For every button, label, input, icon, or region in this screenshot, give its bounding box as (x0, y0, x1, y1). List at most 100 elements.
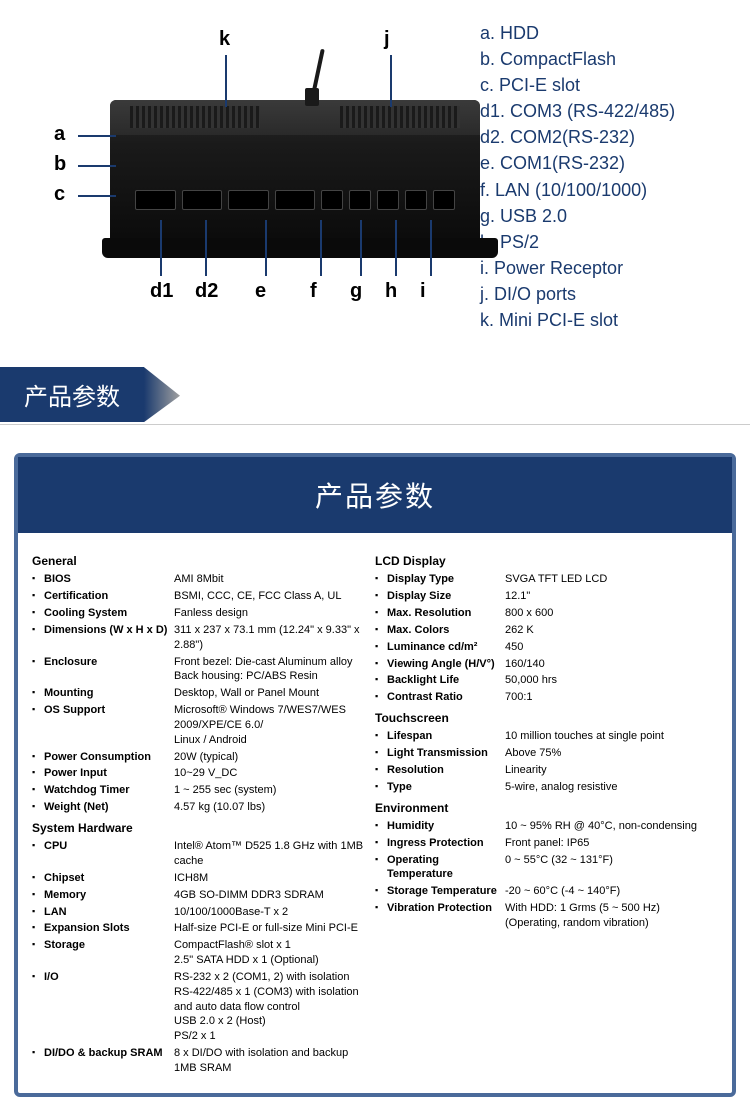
spec-row: Display Size12.1" (375, 588, 718, 605)
spec-label: Viewing Angle (H/V°) (387, 657, 505, 672)
spec-value: Front bezel: Die-cast Aluminum alloyBack… (174, 655, 367, 685)
device-diagram: kjabcd1d2efghi (10, 20, 470, 320)
spec-row: StorageCompactFlash® slot x 12.5" SATA H… (32, 937, 367, 969)
spec-label: DI/DO & backup SRAM (44, 1046, 174, 1076)
legend-item: d1. COM3 (RS-422/485) (480, 98, 740, 124)
legend-item: h. PS/2 (480, 229, 740, 255)
spec-row: Operating Temperature0 ~ 55°C (32 ~ 131°… (375, 852, 718, 884)
spec-value: 1 ~ 255 sec (system) (174, 783, 367, 798)
spec-label: Storage Temperature (387, 884, 505, 899)
spec-value: 160/140 (505, 657, 718, 672)
spec-label: Storage (44, 938, 174, 968)
spec-label: Memory (44, 888, 174, 903)
callout-label: b (54, 153, 66, 176)
spec-row: ResolutionLinearity (375, 762, 718, 779)
spec-row: Ingress ProtectionFront panel: IP65 (375, 835, 718, 852)
spec-label: OS Support (44, 703, 174, 748)
spec-label: Type (387, 780, 505, 795)
callout-label: i (420, 280, 426, 303)
callout-label: d1 (150, 280, 173, 303)
spec-row: Memory4GB SO-DIMM DDR3 SDRAM (32, 887, 367, 904)
spec-box-header: 产品参数 (18, 457, 732, 533)
spec-value: 4.57 kg (10.07 lbs) (174, 800, 367, 815)
spec-row: Weight (Net)4.57 kg (10.07 lbs) (32, 799, 367, 816)
spec-row: CertificationBSMI, CCC, CE, FCC Class A,… (32, 588, 367, 605)
section-title: Touchscreen (375, 710, 718, 726)
spec-label: CPU (44, 839, 174, 869)
spec-value: Above 75% (505, 746, 718, 761)
spec-value: 10 million touches at single point (505, 729, 718, 744)
banner-row: 产品参数 (0, 363, 750, 425)
spec-label: Vibration Protection (387, 901, 505, 931)
callout-label: d2 (195, 280, 218, 303)
spec-label: Max. Resolution (387, 606, 505, 621)
spec-label: Power Input (44, 766, 174, 781)
legend-item: a. HDD (480, 20, 740, 46)
spec-value: ICH8M (174, 871, 367, 886)
spec-row: Type5-wire, analog resistive (375, 779, 718, 796)
spec-row: Backlight Life50,000 hrs (375, 672, 718, 689)
spec-row: Dimensions (W x H x D)311 x 237 x 73.1 m… (32, 622, 367, 654)
spec-label: Chipset (44, 871, 174, 886)
spec-label: Cooling System (44, 606, 174, 621)
spec-value: AMI 8Mbit (174, 572, 367, 587)
spec-label: LAN (44, 905, 174, 920)
callout-label: g (350, 280, 362, 303)
spec-row: Power Consumption20W (typical) (32, 749, 367, 766)
spec-value: Half-size PCI-E or full-size Mini PCI-E (174, 921, 367, 936)
legend-item: d2. COM2(RS-232) (480, 124, 740, 150)
spec-box: 产品参数 GeneralBIOSAMI 8MbitCertificationBS… (14, 453, 736, 1097)
spec-label: Contrast Ratio (387, 690, 505, 705)
spec-row: Lifespan10 million touches at single poi… (375, 728, 718, 745)
legend-item: f. LAN (10/100/1000) (480, 177, 740, 203)
spec-row: Display TypeSVGA TFT LED LCD (375, 571, 718, 588)
spec-value: 450 (505, 640, 718, 655)
spec-row: DI/DO & backup SRAM8 x DI/DO with isolat… (32, 1045, 367, 1077)
spec-row: Watchdog Timer1 ~ 255 sec (system) (32, 782, 367, 799)
spec-value: SVGA TFT LED LCD (505, 572, 718, 587)
spec-row: Expansion SlotsHalf-size PCI-E or full-s… (32, 920, 367, 937)
spec-value: -20 ~ 60°C (-4 ~ 140°F) (505, 884, 718, 899)
spec-row: I/ORS-232 x 2 (COM1, 2) with isolationRS… (32, 969, 367, 1045)
ports-row (135, 185, 455, 215)
spec-label: Display Size (387, 589, 505, 604)
callout-label: a (54, 123, 65, 146)
spec-value: 8 x DI/DO with isolation and backup 1MB … (174, 1046, 367, 1076)
spec-value: 10 ~ 95% RH @ 40°C, non-condensing (505, 819, 718, 834)
spec-value: Desktop, Wall or Panel Mount (174, 686, 367, 701)
spec-label: Power Consumption (44, 750, 174, 765)
spec-value: Microsoft® Windows 7/WES7/WES 2009/XPE/C… (174, 703, 367, 748)
callout-label: f (310, 280, 317, 303)
callout-label: h (385, 280, 397, 303)
spec-label: Watchdog Timer (44, 783, 174, 798)
spec-label: Certification (44, 589, 174, 604)
spec-value: 10/100/1000Base-T x 2 (174, 905, 367, 920)
spec-row: OS SupportMicrosoft® Windows 7/WES7/WES … (32, 702, 367, 749)
spec-label: I/O (44, 970, 174, 1044)
spec-value: BSMI, CCC, CE, FCC Class A, UL (174, 589, 367, 604)
device-body (110, 100, 480, 250)
spec-value: 0 ~ 55°C (32 ~ 131°F) (505, 853, 718, 883)
spec-label: Dimensions (W x H x D) (44, 623, 174, 653)
spec-label: Backlight Life (387, 673, 505, 688)
diagram-section: kjabcd1d2efghi a. HDDb. CompactFlashc. P… (0, 0, 750, 363)
legend-item: e. COM1(RS-232) (480, 150, 740, 176)
spec-label: Expansion Slots (44, 921, 174, 936)
spec-value: Intel® Atom™ D525 1.8 GHz with 1MB cache (174, 839, 367, 869)
section-banner: 产品参数 (0, 367, 144, 422)
legend-item: c. PCI-E slot (480, 72, 740, 98)
legend-item: b. CompactFlash (480, 46, 740, 72)
spec-row: Storage Temperature-20 ~ 60°C (-4 ~ 140°… (375, 883, 718, 900)
spec-label: Display Type (387, 572, 505, 587)
spec-row: CPUIntel® Atom™ D525 1.8 GHz with 1MB ca… (32, 838, 367, 870)
spec-value: 10~29 V_DC (174, 766, 367, 781)
legend-item: i. Power Receptor (480, 255, 740, 281)
spec-row: EnclosureFront bezel: Die-cast Aluminum … (32, 654, 367, 686)
spec-row: BIOSAMI 8Mbit (32, 571, 367, 588)
spec-row: Max. Colors262 K (375, 622, 718, 639)
spec-value: 800 x 600 (505, 606, 718, 621)
spec-label: Operating Temperature (387, 853, 505, 883)
spec-row: Power Input10~29 V_DC (32, 765, 367, 782)
spec-value: Linearity (505, 763, 718, 778)
spec-row: MountingDesktop, Wall or Panel Mount (32, 685, 367, 702)
